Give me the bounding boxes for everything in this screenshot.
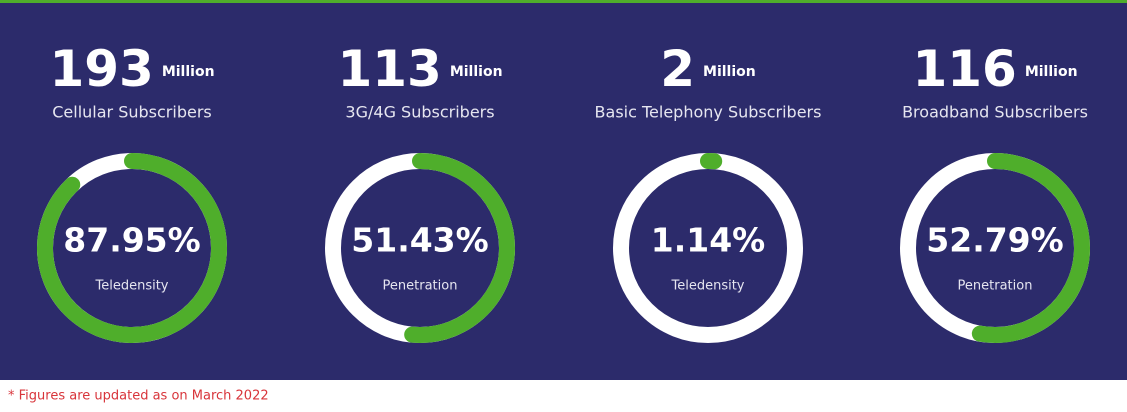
headline-number: 113 [337,40,441,98]
headline-unit: Million [703,64,756,80]
headline: 113 Million [337,40,502,98]
value-label: 52.79% [926,221,1063,260]
headline: 193 Million [49,40,214,98]
value-label: 87.95% [63,221,200,260]
headline-unit: Million [162,64,215,80]
value-label: 1.14% [651,221,766,260]
ring-arc [404,153,515,343]
caption: Penetration [958,279,1033,294]
subscriber-label: Basic Telephony Subscribers [595,103,822,122]
subscriber-label: Broadband Subscribers [902,103,1088,122]
subscriber-label: 3G/4G Subscribers [345,103,494,122]
headline-unit: Million [1025,64,1078,80]
value-label: 51.43% [351,221,488,260]
ring-arc [971,153,1090,343]
caption: Teledensity [670,279,744,294]
headline-number: 116 [912,40,1016,98]
headline-number: 193 [49,40,153,98]
top-border [0,0,1127,3]
caption: Penetration [383,279,458,294]
ring-arc [37,153,227,343]
headline: 2 Million [660,40,756,98]
caption: Teledensity [94,279,168,294]
footnote: * Figures are updated as on March 2022 [8,389,269,404]
headline-number: 2 [660,40,695,98]
headline-unit: Million [450,64,503,80]
headline: 116 Million [912,40,1077,98]
subscriber-label: Cellular Subscribers [52,103,211,122]
